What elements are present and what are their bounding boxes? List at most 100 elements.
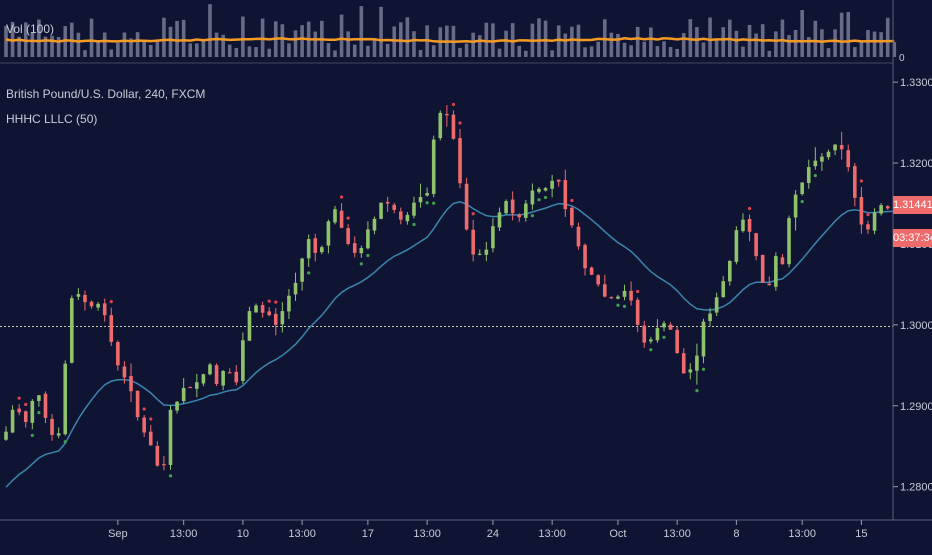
volume-bar bbox=[708, 17, 712, 57]
x-tick-label: 10 bbox=[237, 528, 249, 540]
candle-body bbox=[135, 390, 140, 418]
volume-label[interactable]: Vol (100) bbox=[6, 22, 55, 36]
volume-bar bbox=[227, 44, 232, 57]
candle-body bbox=[695, 355, 699, 371]
time-axis[interactable]: Sep 13:00 10 13:00 17 13:00 24 13:00 Oct 13:00 8 13… bbox=[108, 520, 868, 540]
candle-body bbox=[313, 238, 318, 253]
candle-body bbox=[596, 275, 600, 285]
volume-bar bbox=[839, 12, 844, 57]
candle-body bbox=[872, 212, 877, 231]
lower-low-marker bbox=[747, 206, 752, 211]
volume-bar bbox=[339, 14, 344, 57]
price-axis[interactable]: 1.330001.320001.310001.300001.290001.280… bbox=[893, 77, 932, 494]
candle-body bbox=[267, 311, 271, 316]
volume-bar bbox=[787, 35, 791, 57]
candle-body bbox=[734, 230, 739, 262]
candle-body bbox=[379, 202, 383, 219]
candle-body bbox=[642, 325, 647, 343]
lower-low-marker bbox=[471, 212, 475, 216]
candle-body bbox=[589, 267, 594, 275]
volume-bar bbox=[853, 47, 857, 57]
higher-high-marker bbox=[432, 201, 436, 205]
volume-bar bbox=[287, 43, 291, 57]
candle-body bbox=[385, 201, 390, 204]
candle-body bbox=[576, 226, 581, 247]
candle-body bbox=[50, 418, 54, 435]
candle-body bbox=[320, 247, 324, 253]
volume-bar bbox=[754, 33, 758, 57]
volume-bar bbox=[17, 36, 21, 57]
candle-body bbox=[43, 393, 48, 418]
volume-bar bbox=[313, 31, 318, 57]
volume-bar bbox=[37, 19, 41, 57]
volume-bar bbox=[662, 41, 666, 57]
candle-body bbox=[524, 203, 528, 218]
higher-high-marker bbox=[307, 271, 311, 275]
higher-high-marker bbox=[616, 303, 620, 307]
candle-body bbox=[346, 228, 350, 244]
candle-body bbox=[214, 365, 219, 384]
volume-bar bbox=[484, 22, 489, 57]
candle-body bbox=[504, 201, 508, 214]
x-tick-label: Sep bbox=[108, 528, 128, 540]
indicator-label[interactable]: HHHC LLLC (50) bbox=[6, 112, 98, 126]
candle-body bbox=[701, 321, 706, 357]
countdown-timer: 03:37:34 bbox=[893, 229, 932, 247]
volume-bar bbox=[741, 46, 745, 57]
candle-body bbox=[609, 297, 614, 299]
volume-bar bbox=[668, 46, 673, 57]
candle-body bbox=[339, 210, 344, 228]
volume-bar bbox=[458, 47, 462, 57]
lower-low-marker bbox=[570, 198, 574, 203]
x-tick-label: 13:00 bbox=[788, 528, 816, 540]
volume-bar bbox=[767, 50, 772, 57]
candle-body bbox=[662, 323, 666, 328]
candle-body bbox=[300, 258, 304, 282]
x-tick-label: 17 bbox=[362, 528, 374, 540]
candle-body bbox=[96, 303, 100, 308]
candle-body bbox=[23, 411, 28, 422]
volume-bar bbox=[649, 27, 653, 57]
higher-high-marker bbox=[537, 198, 541, 202]
volume-bar bbox=[267, 48, 271, 57]
volume-bar bbox=[366, 45, 370, 57]
volume-bar bbox=[405, 17, 410, 58]
moving-average-line bbox=[5, 201, 895, 488]
candle-body bbox=[399, 211, 403, 220]
candle-body bbox=[550, 180, 554, 189]
volume-bar bbox=[780, 19, 785, 57]
candle-body bbox=[293, 282, 298, 295]
candle-body bbox=[89, 301, 94, 307]
volume-bar bbox=[300, 25, 304, 57]
symbol-title[interactable]: British Pound/U.S. Dollar, 240, FXCM bbox=[6, 87, 206, 101]
volume-bar bbox=[221, 34, 225, 57]
candle-body bbox=[708, 313, 712, 322]
candle-body bbox=[806, 167, 811, 184]
candle-body bbox=[83, 294, 87, 303]
volume-bar bbox=[609, 32, 614, 57]
candle-body bbox=[754, 233, 758, 257]
x-tick-label: 8 bbox=[733, 528, 739, 540]
candle-body bbox=[793, 194, 798, 218]
volume-bar bbox=[293, 30, 298, 57]
candle-body bbox=[833, 144, 837, 151]
volume-bar bbox=[254, 47, 258, 57]
candle-body bbox=[859, 197, 864, 225]
candle-body bbox=[273, 313, 278, 325]
volume-bar bbox=[142, 41, 146, 57]
candle-body bbox=[155, 445, 160, 466]
y-tick-label: 1.28000 bbox=[900, 482, 932, 494]
volume-bar bbox=[846, 11, 851, 57]
candle-body bbox=[655, 328, 660, 341]
candle-body bbox=[418, 197, 423, 203]
candle-body bbox=[471, 229, 475, 255]
candle-body bbox=[774, 256, 778, 287]
candle-body bbox=[333, 209, 337, 223]
volume-bar bbox=[352, 44, 357, 57]
volume-bar bbox=[537, 18, 541, 57]
lower-low-marker bbox=[24, 402, 28, 407]
candle-body bbox=[747, 218, 752, 232]
volume-bar bbox=[464, 43, 469, 57]
